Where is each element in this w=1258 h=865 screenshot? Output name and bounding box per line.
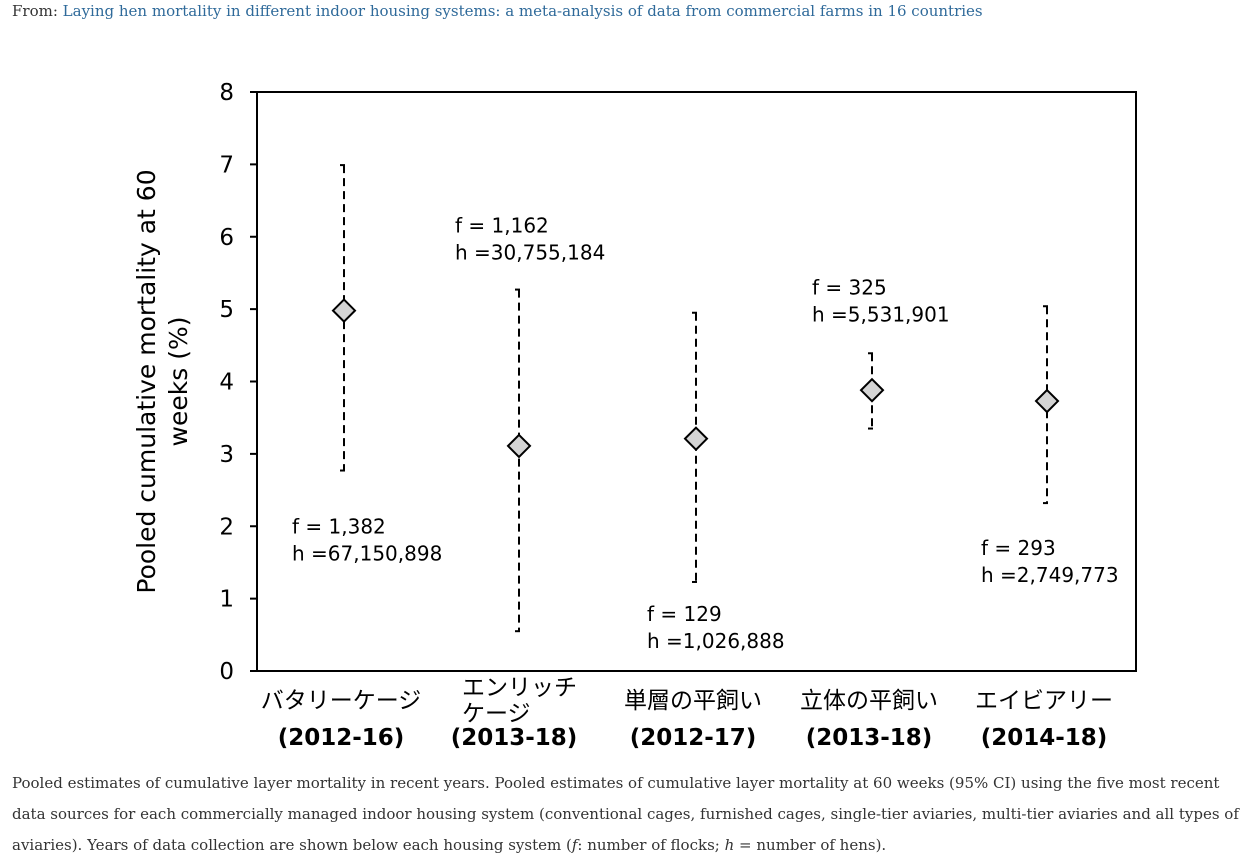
category-years: (2012-16): [278, 725, 405, 751]
caption-text-1: Pooled estimates of cumulative layer mor…: [12, 774, 1239, 854]
estimate-marker: [1034, 388, 1060, 414]
hens-label: h =5,531,901: [812, 303, 950, 327]
flocks-label: f = 325: [812, 276, 887, 300]
hens-label: h =67,150,898: [292, 541, 442, 565]
y-axis-label-line-2: weeks (%): [164, 317, 193, 447]
estimate-marker: [683, 426, 709, 452]
category-name: 単層の平飼い: [624, 688, 762, 714]
hens-label: h =2,749,773: [981, 563, 1119, 587]
hens-label: h =1,026,888: [647, 629, 785, 653]
y-tick-label: 5: [219, 297, 234, 323]
mortality-chart: 0 1 2 3 4 5 6 7 8 Pooled cumulative mortality at …: [132, 80, 1137, 751]
category-name: バタリーケージ: [261, 688, 422, 714]
category-name: エイビアリー: [975, 688, 1113, 714]
category-years: (2012-17): [630, 725, 757, 751]
flocks-label: f = 1,382: [292, 514, 386, 538]
y-tick-label: 0: [219, 659, 234, 685]
y-tick-label: 4: [219, 370, 234, 396]
y-axis-label: Pooled cumulative mortality at 60 weeks (…: [132, 169, 193, 593]
chart-container: 0 1 2 3 4 5 6 7 8 Pooled cumulative mortality at …: [0, 40, 1258, 770]
y-axis-label-line-1: Pooled cumulative mortality at 60: [132, 169, 161, 593]
caption-f-symbol: f: [571, 836, 578, 854]
y-tick-label: 2: [219, 514, 234, 540]
category-name: 立体の平飼い: [800, 688, 938, 714]
estimate-marker: [506, 433, 532, 459]
y-tick-label: 8: [219, 80, 234, 106]
figure-caption: Pooled estimates of cumulative layer mor…: [12, 768, 1252, 861]
category-years: (2013-18): [806, 725, 933, 751]
y-tick-label: 6: [219, 225, 234, 251]
flocks-label: f = 1,162: [455, 213, 549, 237]
hens-label: h =30,755,184: [455, 240, 605, 264]
caption-text-3: = number of hens).: [734, 836, 887, 854]
category-name-line: エンリッチ: [462, 675, 577, 701]
y-tick-label: 3: [219, 442, 234, 468]
category-years: (2013-18): [451, 725, 578, 751]
caption-text-2: : number of flocks;: [577, 836, 725, 854]
category-name-line: ケージ: [462, 701, 531, 727]
category-years: (2014-18): [981, 725, 1108, 751]
estimate-marker: [859, 377, 885, 403]
caption-h-symbol: h: [724, 836, 735, 854]
estimate-marker: [331, 298, 357, 323]
flocks-label: f = 293: [981, 536, 1056, 560]
y-tick-label: 1: [219, 587, 234, 613]
y-tick-label: 7: [219, 152, 234, 178]
flocks-label: f = 129: [647, 602, 722, 626]
article-title-link[interactable]: Laying hen mortality in different indoor…: [62, 2, 983, 20]
source-line: From: Laying hen mortality in different …: [12, 2, 983, 20]
source-prefix: From:: [12, 2, 58, 20]
